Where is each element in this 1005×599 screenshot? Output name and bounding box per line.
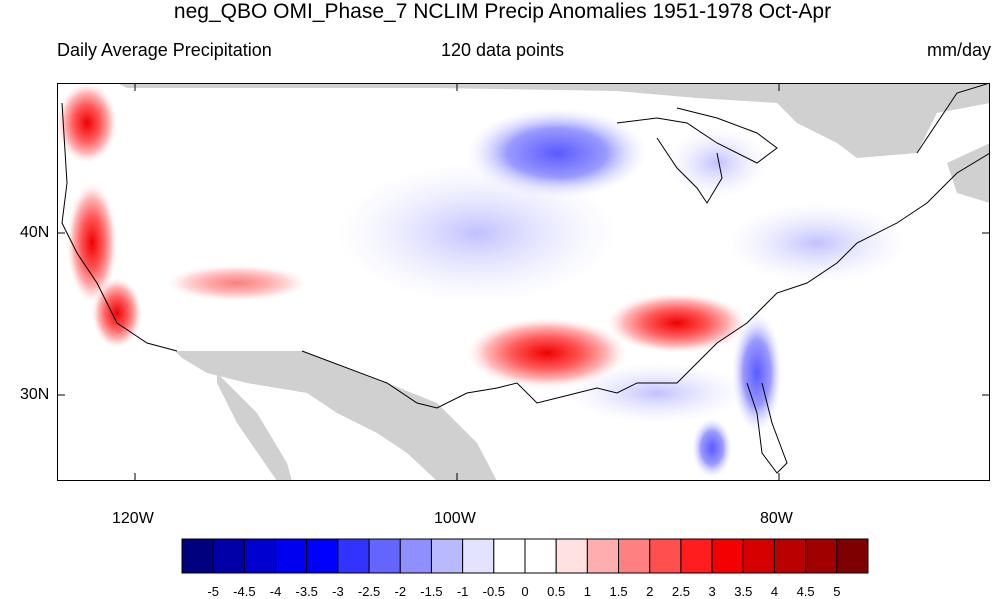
colorbar-tick-label: 3 [708, 584, 716, 599]
colorbar-swatch [524, 538, 557, 574]
colorbar-tick-label: 4 [770, 584, 779, 599]
colorbar-tick-label: 1 [583, 584, 591, 599]
colorbar-swatch [181, 538, 214, 574]
lon-label-120w: 120W [112, 510, 154, 527]
colorbar-swatch [399, 538, 432, 574]
colorbar-swatch [243, 538, 277, 574]
masked-land [117, 83, 990, 481]
colorbar-swatch [742, 538, 775, 574]
map-frame [57, 83, 990, 481]
colorbar-swatch [711, 538, 744, 574]
colorbar-swatch [586, 538, 620, 574]
lat-label-30n: 30N [20, 386, 50, 403]
colorbar-swatch [836, 538, 869, 574]
variable-label: Daily Average Precipitation [57, 40, 272, 60]
colorbar-swatch [680, 538, 713, 574]
colorbar-swatch [368, 538, 401, 574]
colorbar-swatch [306, 538, 339, 574]
colorbar-tick-label: -1 [456, 584, 469, 599]
colorbar-swatch [337, 538, 370, 574]
colorbar-tick-label: 0.5 [547, 584, 566, 599]
colorbar-tick-label: -0.5 [482, 584, 506, 599]
colorbar [181, 538, 869, 574]
colorbar-tick-label: 3.5 [734, 584, 753, 599]
colorbar-tick-label: 4.5 [796, 584, 815, 599]
colorbar-swatch [773, 538, 807, 574]
precip-anomaly-map [57, 83, 990, 481]
units-label: mm/day [926, 40, 991, 60]
colorbar-tick-label: -3 [332, 584, 344, 599]
colorbar-swatch [555, 538, 588, 574]
colorbar-tick-label: -2 [394, 584, 407, 599]
colorbar-tick-label: 5 [833, 584, 841, 599]
colorbar-tick-label: -2.5 [357, 584, 381, 599]
colorbar-tick-label: -1.5 [420, 584, 443, 599]
map-title: neg_QBO OMI_Phase_7 NCLIM Precip Anomali… [173, 0, 832, 23]
colorbar-tick-label: 1.5 [609, 584, 628, 599]
colorbar-swatch [212, 538, 245, 574]
data-points-label: 120 data points [440, 40, 565, 60]
colorbar-tick-label: 2 [646, 584, 654, 599]
colorbar-swatch [805, 538, 838, 574]
lon-label-80w: 80W [760, 510, 793, 527]
anomaly-field [57, 83, 907, 478]
lat-label-40n: 40N [20, 224, 50, 241]
colorbar-swatch [275, 538, 308, 574]
lon-label-100w: 100W [434, 510, 476, 527]
colorbar-swatch [649, 538, 682, 574]
colorbar-swatch [493, 538, 526, 574]
colorbar-swatch [430, 538, 464, 574]
lat-ticks [57, 232, 990, 396]
colorbar-tick-label: -4.5 [233, 584, 256, 599]
lon-ticks [134, 83, 780, 481]
colorbar-tick-label: -3.5 [295, 584, 318, 599]
colorbar-swatch [618, 538, 651, 574]
colorbar-tick-label: 0 [521, 584, 529, 599]
colorbar-tick-label: -5 [207, 584, 219, 599]
coastlines [61, 83, 990, 474]
colorbar-swatch [462, 538, 495, 574]
colorbar-tick-label: -4 [269, 584, 282, 599]
colorbar-tick-label: 2.5 [671, 584, 690, 599]
